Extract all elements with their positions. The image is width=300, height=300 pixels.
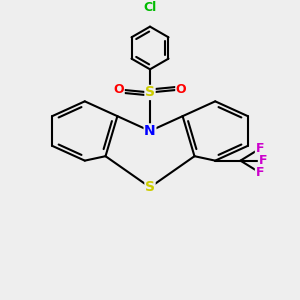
Text: F: F — [256, 142, 264, 155]
Text: F: F — [258, 154, 267, 167]
Text: Cl: Cl — [143, 1, 157, 14]
Text: O: O — [176, 83, 186, 96]
Text: S: S — [145, 180, 155, 194]
Text: O: O — [114, 83, 124, 96]
Text: N: N — [144, 124, 156, 138]
Text: S: S — [145, 85, 155, 99]
Text: F: F — [256, 166, 264, 179]
